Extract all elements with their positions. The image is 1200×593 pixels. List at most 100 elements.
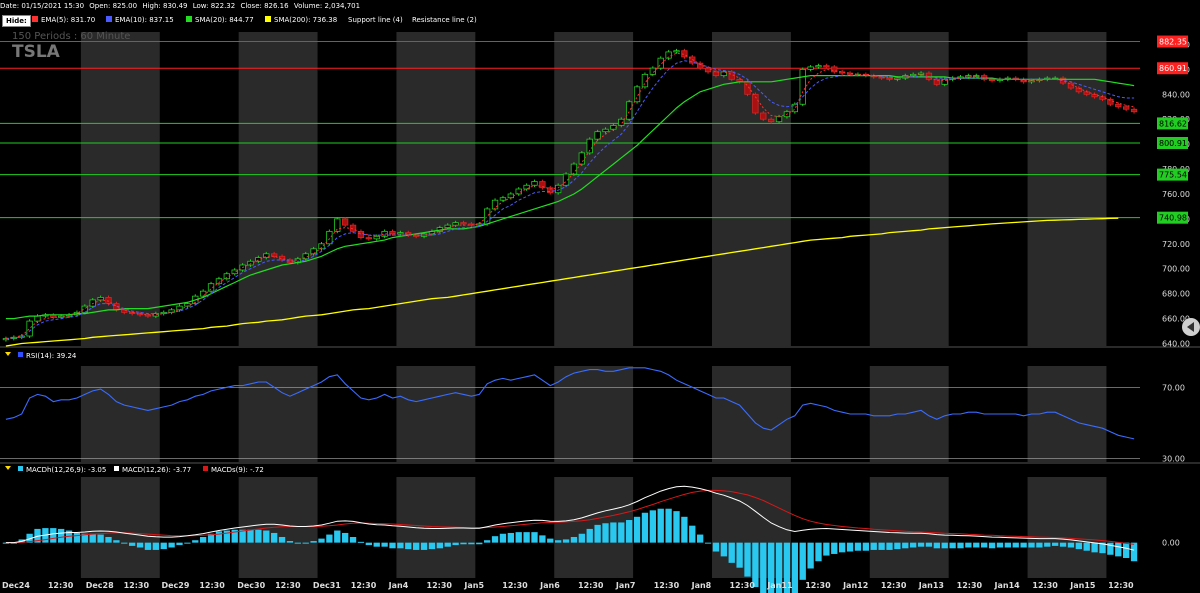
badge-label: 775.54 — [1159, 171, 1187, 180]
price-tick-label: 720.00 — [1162, 240, 1190, 249]
legend-sma200[interactable]: SMA(200): 736.38 — [265, 13, 337, 27]
macd-histogram-bar — [436, 542, 443, 549]
candle-body — [444, 224, 451, 229]
macd-histogram-bar — [760, 542, 767, 593]
macd-histogram-bar — [81, 533, 88, 543]
candle-body — [547, 187, 554, 194]
candle-body — [1028, 80, 1035, 83]
candle-body — [342, 218, 349, 226]
macd-histogram-bar — [50, 528, 57, 543]
macd-histogram-bar — [468, 542, 475, 545]
scroll-handle[interactable] — [1182, 318, 1200, 336]
x-tick-label: 12:30 — [578, 581, 604, 590]
candle-body — [129, 311, 136, 315]
macd-histogram-bar — [89, 533, 96, 543]
macd-histogram-bar — [570, 536, 578, 543]
candle-body — [397, 232, 404, 235]
legend-ema5[interactable]: EMA(5): 831.70 — [32, 13, 95, 27]
macd-histogram-bar — [476, 542, 483, 545]
ema5-line — [5, 52, 1135, 339]
candle-body — [602, 128, 609, 133]
macdh-swatch — [18, 466, 23, 471]
sma200-line — [5, 217, 1119, 347]
macd-histogram-bar — [1099, 542, 1106, 554]
x-tick-label: 12:30 — [275, 581, 301, 590]
line-price-badge: 882.35 — [1157, 35, 1188, 48]
x-tick-label: Jan7 — [615, 581, 636, 590]
macd-histogram-bar — [712, 542, 720, 552]
candle-body — [941, 78, 948, 85]
macd-histogram-bar — [807, 542, 814, 569]
candle-body — [1123, 106, 1130, 110]
macd-histogram-bar — [121, 542, 128, 544]
candle-body — [144, 314, 152, 317]
macd-histogram-bar — [129, 542, 136, 546]
periods-watermark: 150 Periods : 60 Minute — [12, 31, 130, 42]
candle-body — [349, 224, 357, 232]
candle-body — [1130, 108, 1138, 113]
legend-sma20[interactable]: SMA(20): 844.77 — [186, 13, 254, 27]
badge-label: 740.98 — [1159, 214, 1187, 223]
price-tick-label: 680.00 — [1162, 290, 1190, 299]
macd-histogram-bar — [223, 530, 230, 543]
macd-histogram-bar — [34, 528, 41, 543]
macd-histogram-bar — [823, 542, 830, 556]
legend-sma20-label: SMA(20): 844.77 — [195, 16, 254, 24]
macd-histogram-bar — [988, 542, 996, 549]
legend-resistance[interactable]: Resistance line (2) — [412, 13, 477, 27]
macd-histogram-bar — [349, 536, 357, 543]
candle-body — [594, 131, 601, 140]
candle-body — [704, 67, 712, 73]
macd-histogram-bar — [515, 532, 522, 543]
chevron-left-icon[interactable] — [1187, 322, 1194, 332]
macd-histogram-bar — [460, 542, 467, 545]
candle-body — [799, 68, 806, 105]
macd-tick-label: 0.00 — [1162, 539, 1180, 548]
macd-histogram-bar — [136, 542, 144, 548]
badge-bg — [1157, 137, 1188, 150]
x-tick-label: Jan5 — [463, 581, 484, 590]
macd-histogram-bar — [736, 542, 743, 568]
macd-histogram-bar — [302, 542, 309, 544]
candle-body — [247, 260, 254, 266]
session-bands — [80, 32, 1107, 578]
macd-histogram-bar — [768, 542, 775, 593]
hide-button[interactable]: Hide: — [2, 15, 31, 27]
macd-histogram-bar — [342, 532, 349, 543]
macd-histogram-bar — [854, 542, 862, 551]
candle-body — [310, 248, 317, 255]
macd-panel: MACDh(12,26,9): -3.05 MACD(12,26): -3.77… — [2, 466, 1180, 593]
macd-histogram-bar — [578, 533, 585, 543]
symbol-watermark: TSLA — [12, 42, 61, 62]
macd-histogram-bar — [791, 542, 798, 593]
macd-histogram-bar — [886, 542, 893, 550]
macd-collapse-arrow-icon[interactable] — [5, 466, 11, 470]
macd-histogram-bar — [831, 542, 838, 554]
candle-body — [626, 101, 633, 120]
candle-body — [791, 103, 798, 113]
macd-histogram-bar — [586, 528, 593, 543]
macd-histogram-bar — [626, 520, 633, 543]
macds-swatch — [203, 466, 208, 471]
macd-histogram-bar — [381, 542, 388, 547]
legend-ema10[interactable]: EMA(10): 837.15 — [106, 13, 174, 27]
x-tick-label: Jan12 — [842, 581, 868, 590]
macd-histogram-bar — [775, 542, 783, 593]
session-band — [869, 366, 949, 462]
x-tick-label: Jan15 — [1069, 581, 1096, 590]
macd-histogram-bar — [602, 523, 609, 543]
macd-histogram-bar — [618, 522, 625, 543]
macd-histogram-bar — [420, 542, 428, 550]
macd-histogram-bar — [1059, 542, 1067, 547]
rsi-collapse-arrow-icon[interactable] — [5, 352, 11, 356]
macd-histogram-bar — [413, 542, 420, 550]
macd-histogram-bar — [10, 542, 17, 544]
macd-histogram-bar — [215, 531, 223, 543]
macd-histogram-bar — [665, 508, 672, 543]
session-band — [869, 477, 949, 578]
session-band — [1027, 477, 1107, 578]
x-tick-label: 12:30 — [881, 581, 907, 590]
sma200-swatch — [265, 16, 271, 22]
legend-support[interactable]: Support line (4) — [348, 13, 403, 27]
